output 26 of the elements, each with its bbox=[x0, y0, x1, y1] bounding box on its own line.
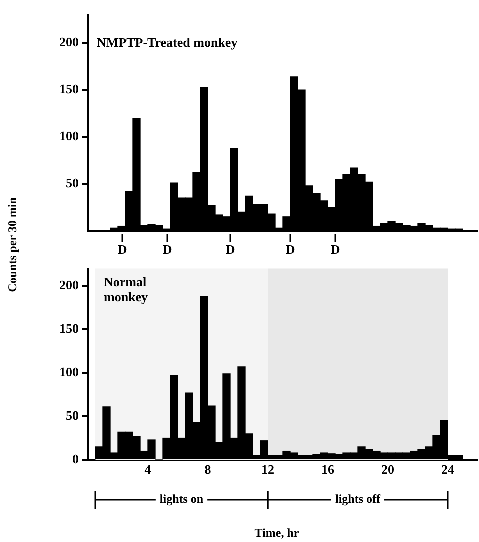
band-label: lights on bbox=[160, 492, 204, 506]
annotation: D bbox=[162, 242, 172, 257]
y-tick-label: 150 bbox=[60, 81, 79, 96]
y-tick-label: 200 bbox=[60, 34, 79, 50]
x-tick-label: 12 bbox=[262, 462, 274, 478]
annotation: D bbox=[226, 242, 236, 257]
x-tick-label: 4 bbox=[144, 462, 152, 478]
x-tick-label: 24 bbox=[442, 462, 455, 478]
y-tick-label: 100 bbox=[60, 364, 79, 380]
annotation: D bbox=[286, 242, 296, 257]
x-tick-label: 20 bbox=[382, 462, 394, 478]
x-axis-title: Time, hr bbox=[254, 526, 300, 540]
y-tick-label: 200 bbox=[60, 278, 79, 293]
annotation: D bbox=[330, 242, 340, 257]
text: NMPTP-Treated monkey bbox=[97, 34, 238, 50]
y-tick-label: 50 bbox=[66, 408, 79, 423]
x-tick-label: 16 bbox=[322, 462, 335, 478]
y-tick-label: 50 bbox=[66, 175, 79, 190]
text: Normal monkey bbox=[104, 274, 149, 305]
y-axis-title: Counts per 30 min bbox=[6, 198, 20, 292]
y-tick-label: 150 bbox=[60, 320, 79, 336]
y-tick-label: 100 bbox=[60, 128, 79, 144]
annotation: D bbox=[118, 242, 128, 257]
y-tick-label: 0 bbox=[72, 451, 79, 466]
x-tick-label: 8 bbox=[204, 462, 212, 478]
band-label: lights off bbox=[336, 492, 382, 506]
